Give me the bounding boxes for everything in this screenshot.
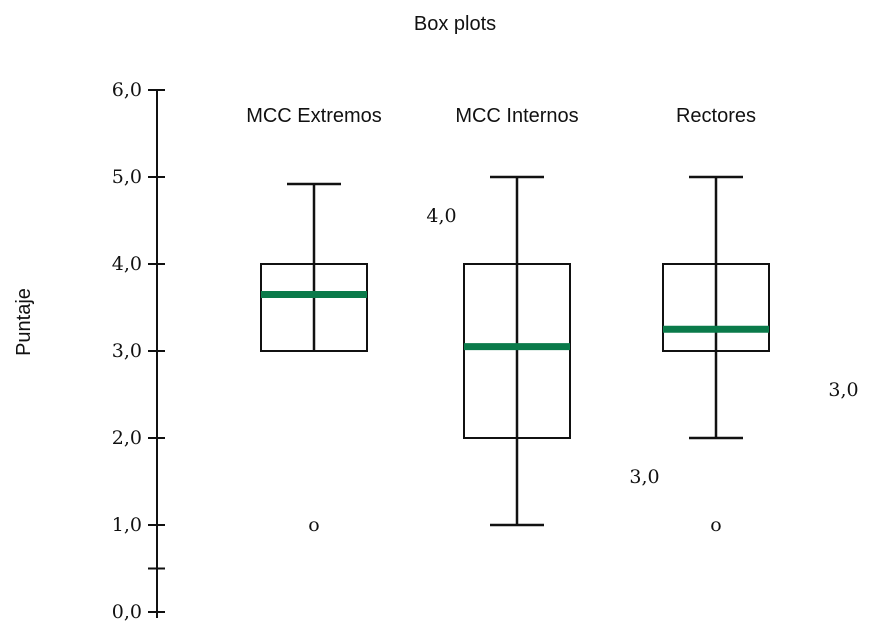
y-tick-label: 2,0: [112, 427, 142, 449]
y-tick-label: 4,0: [112, 253, 142, 275]
annotation-label: 3,0: [629, 466, 659, 488]
outlier-marker: o: [710, 514, 721, 536]
box-iqr: [260, 263, 368, 352]
annotations: 4,0 3,0 3,0: [426, 205, 858, 488]
box-iqr: [463, 263, 571, 439]
y-tick-label: 1,0: [112, 514, 142, 536]
annotation-label: 3,0: [828, 379, 858, 401]
y-tick-label: 3,0: [112, 340, 142, 362]
y-axis-label: Puntaje: [13, 288, 35, 356]
box-mcc-internos: MCC Internos: [455, 105, 579, 527]
annotation-label: 4,0: [426, 205, 456, 227]
y-tick-label: 6,0: [112, 79, 142, 101]
y-tick-label: 0,0: [112, 601, 142, 623]
box-mcc-extremos: MCC Extremos o: [246, 105, 382, 536]
box-rectores: Rectores o: [662, 105, 770, 536]
category-label: Rectores: [676, 105, 756, 127]
outlier-marker: o: [308, 514, 319, 536]
box-iqr: [662, 263, 770, 352]
category-label: MCC Extremos: [246, 105, 382, 127]
y-axis-ticks: 0,0 1,0 2,0 3,0 4,0 5,0 6,0: [112, 79, 165, 623]
box-plot-series: MCC Extremos o MCC Internos Rectores o: [246, 105, 770, 536]
category-label: MCC Internos: [455, 105, 578, 127]
y-tick-label: 5,0: [112, 166, 142, 188]
chart-title: Box plots: [414, 13, 496, 35]
